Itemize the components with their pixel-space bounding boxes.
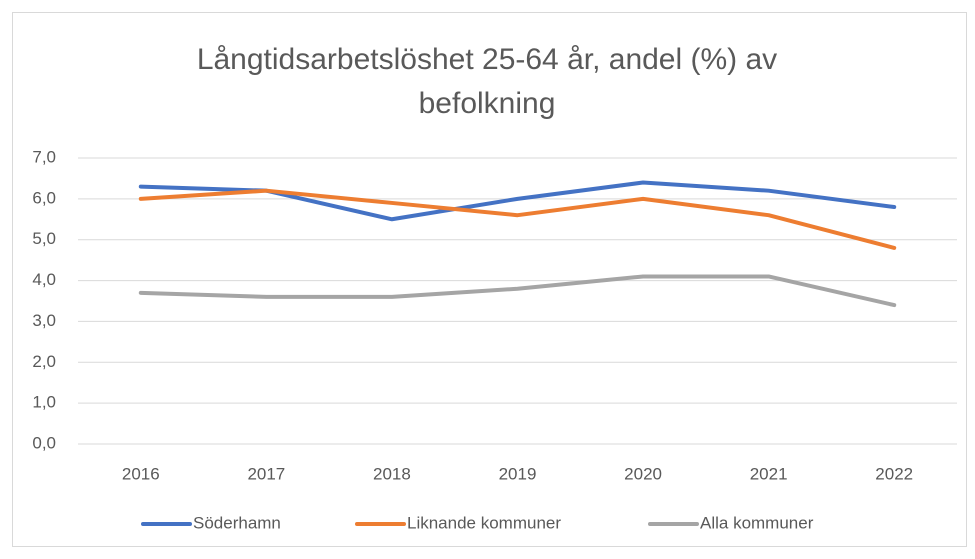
x-tick-label: 2017 xyxy=(247,464,285,483)
y-tick-label: 4,0 xyxy=(32,270,56,289)
y-tick-label: 3,0 xyxy=(32,311,56,330)
x-tick-label: 2018 xyxy=(373,464,411,483)
y-tick-label: 0,0 xyxy=(32,433,56,452)
legend-label: Liknande kommuner xyxy=(407,513,561,532)
legend-label: Alla kommuner xyxy=(700,513,814,532)
x-tick-label: 2021 xyxy=(750,464,788,483)
y-tick-label: 6,0 xyxy=(32,188,56,207)
y-tick-label: 7,0 xyxy=(32,147,56,166)
x-tick-label: 2022 xyxy=(875,464,913,483)
x-tick-label: 2020 xyxy=(624,464,662,483)
legend-label: Söderhamn xyxy=(193,513,281,532)
y-tick-label: 2,0 xyxy=(32,352,56,371)
x-tick-label: 2016 xyxy=(122,464,160,483)
series-line xyxy=(138,188,897,250)
y-tick-label: 1,0 xyxy=(32,393,56,412)
y-tick-label: 5,0 xyxy=(32,229,56,248)
chart-title: Långtidsarbetslöshet 25-64 år, andel (%)… xyxy=(196,43,778,120)
x-tick-label: 2019 xyxy=(499,464,537,483)
series-line xyxy=(138,274,897,308)
chart-border xyxy=(12,12,967,547)
